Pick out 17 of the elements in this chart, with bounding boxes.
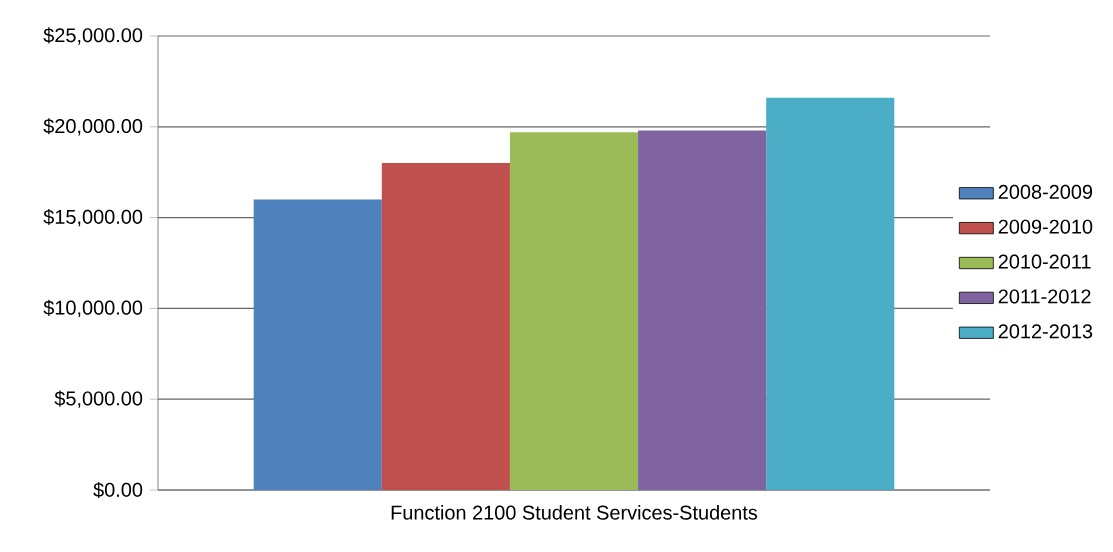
y-tick-label: $5,000.00: [54, 390, 143, 408]
bar: [766, 97, 895, 490]
legend-label: 2008-2009: [998, 184, 1093, 199]
bar: [509, 132, 639, 490]
y-tick-label: $10,000.00: [43, 299, 143, 318]
legend-label: 2012-2013: [998, 324, 1093, 339]
bar: [638, 130, 767, 490]
y-tick-label: $0.00: [93, 481, 143, 499]
y-tick-label: $25,000.00: [43, 27, 143, 45]
bar: [381, 163, 510, 490]
legend-label: 2009-2010: [998, 219, 1093, 234]
bar: [253, 199, 382, 490]
y-tick-label: $15,000.00: [43, 208, 143, 227]
x-tick-label: Function 2100 Student Services-Students: [391, 505, 758, 520]
legend-label: 2010-2011: [998, 254, 1091, 269]
legend-label: 2011-2012: [998, 289, 1091, 304]
y-tick-label: $20,000.00: [43, 118, 143, 136]
